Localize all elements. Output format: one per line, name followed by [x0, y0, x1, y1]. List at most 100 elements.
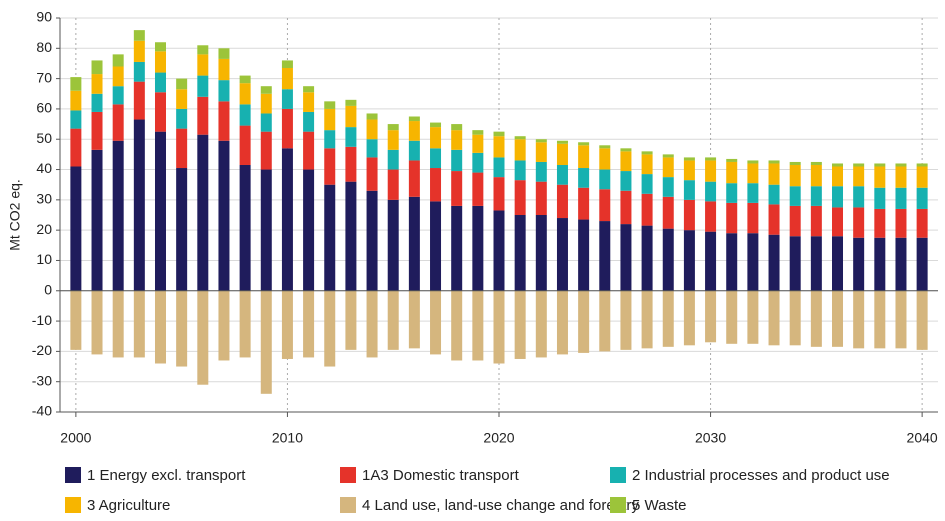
bar: [662, 290, 674, 347]
bar: [387, 169, 399, 200]
bar: [133, 30, 145, 41]
bar: [599, 290, 611, 352]
bar: [197, 75, 209, 97]
bar: [493, 136, 505, 158]
bar: [260, 131, 272, 170]
bar: [514, 215, 526, 291]
bar: [599, 145, 611, 149]
bar: [303, 111, 315, 132]
bar: [430, 168, 442, 202]
bar: [430, 201, 442, 291]
bar: [641, 193, 653, 226]
y-tick-label: 50: [36, 130, 52, 146]
bar: [535, 139, 547, 143]
bar: [218, 140, 230, 291]
bar: [91, 74, 103, 94]
bar: [874, 290, 886, 349]
bar: [239, 290, 251, 358]
bar: [620, 151, 632, 172]
legend-label: 2 Industrial processes and product use: [632, 467, 890, 484]
bar: [789, 236, 801, 291]
bar: [662, 228, 674, 291]
bar: [578, 142, 590, 146]
bar: [154, 290, 166, 364]
bar: [239, 75, 251, 84]
bar: [176, 168, 188, 291]
bar: [218, 58, 230, 81]
bar: [535, 142, 547, 162]
bar: [451, 290, 463, 361]
bar: [853, 237, 865, 291]
y-tick-label: 0: [44, 281, 52, 297]
bar: [345, 290, 357, 350]
bar: [260, 169, 272, 291]
bar: [810, 290, 822, 347]
bar: [789, 205, 801, 237]
bar: [768, 204, 780, 235]
bar: [303, 131, 315, 170]
legend-swatch: [340, 467, 356, 483]
bar: [451, 130, 463, 150]
bar: [239, 164, 251, 291]
bar: [112, 104, 124, 141]
bar: [705, 160, 717, 182]
bar: [493, 157, 505, 178]
legend-label: 4 Land use, land-use change and forestry: [362, 497, 639, 514]
bar: [916, 208, 928, 238]
bar: [535, 215, 547, 291]
bar: [387, 124, 399, 131]
bar: [70, 90, 82, 111]
bar: [451, 171, 463, 206]
bar: [472, 130, 484, 135]
bar: [430, 127, 442, 149]
bar: [197, 45, 209, 55]
bar: [70, 166, 82, 291]
bar: [408, 140, 420, 161]
bar: [747, 290, 759, 344]
bar: [239, 104, 251, 126]
bar: [620, 171, 632, 191]
bar: [895, 166, 907, 188]
bar: [472, 152, 484, 173]
bar: [281, 108, 293, 149]
bar: [683, 290, 695, 346]
legend-label: 3 Agriculture: [87, 497, 170, 514]
bar: [408, 116, 420, 122]
bar: [154, 92, 166, 132]
bar: [789, 186, 801, 206]
bar: [91, 290, 103, 355]
bar: [493, 131, 505, 137]
bar: [662, 177, 674, 197]
x-tick-label: 2030: [695, 430, 726, 446]
legend-label: 1A3 Domestic transport: [362, 467, 520, 484]
bar: [578, 187, 590, 220]
bar: [197, 290, 209, 385]
bar: [810, 205, 822, 237]
bar: [662, 157, 674, 178]
bar: [281, 60, 293, 69]
bar: [768, 290, 780, 346]
bar: [578, 219, 590, 291]
bar: [345, 127, 357, 147]
bar: [324, 148, 336, 185]
bar: [472, 290, 484, 361]
bar: [260, 86, 272, 94]
bar: [705, 157, 717, 161]
bar: [303, 169, 315, 291]
bar: [366, 190, 378, 291]
bar: [641, 154, 653, 175]
bar: [726, 161, 738, 184]
bar: [853, 163, 865, 167]
bar: [514, 290, 526, 359]
bar: [176, 128, 188, 169]
y-tick-label: 40: [36, 160, 52, 176]
bar: [832, 290, 844, 347]
x-tick-label: 2000: [60, 430, 91, 446]
y-tick-label: 90: [36, 9, 52, 25]
bar: [154, 42, 166, 52]
legend-swatch: [65, 467, 81, 483]
legend-swatch: [65, 497, 81, 513]
bar: [599, 169, 611, 190]
bar: [641, 290, 653, 349]
legend-label: 5 Waste: [632, 497, 686, 514]
